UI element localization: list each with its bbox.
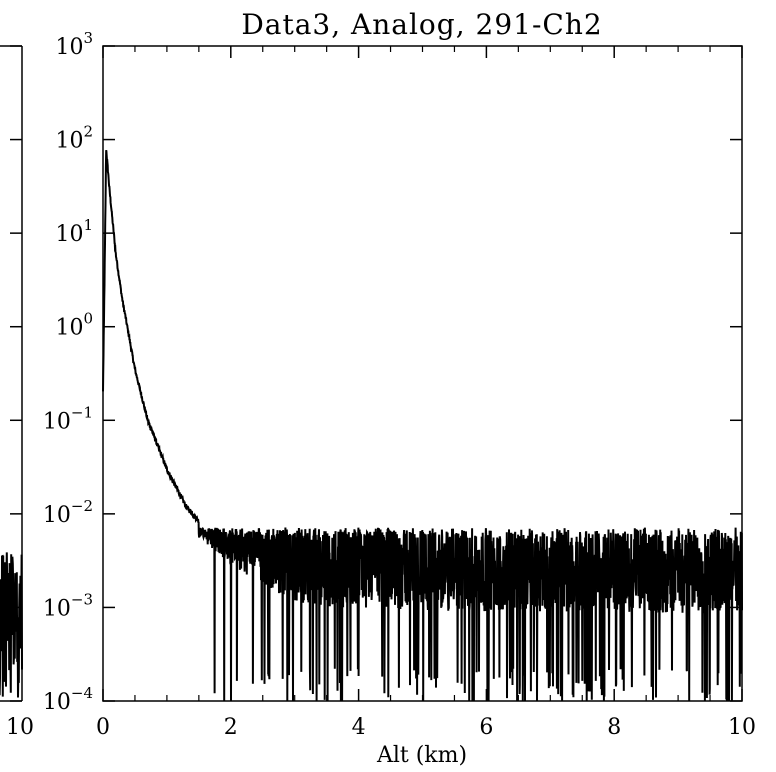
left-plot-signal-trace bbox=[0, 552, 23, 698]
y-tick-label: 101 bbox=[55, 216, 93, 247]
y-tick-label: 100 bbox=[55, 310, 93, 341]
x-tick-label: 0 bbox=[96, 715, 110, 740]
y-axis-ticks: 103 102 101 100 10−1 10−2 10−3 10−4 bbox=[43, 29, 742, 715]
y-tick-label: 10−3 bbox=[43, 590, 93, 621]
y-tick-label: 103 bbox=[55, 29, 93, 60]
x-axis-label: Alt (km) bbox=[376, 743, 467, 768]
x-tick-label: 2 bbox=[224, 715, 238, 740]
main-series-line bbox=[102, 150, 743, 702]
left-x-tick-label-10: 10 bbox=[6, 715, 34, 740]
main-plot-panel: Data3, Analog, 291-Ch2 0 2 4 6 8 10 103 102 101… bbox=[43, 8, 756, 768]
y-tick-label: 10−4 bbox=[43, 684, 93, 715]
x-tick-label: 10 bbox=[728, 715, 756, 740]
left-series-line bbox=[0, 552, 23, 698]
x-axis-ticks: 0 2 4 6 8 10 bbox=[96, 46, 756, 740]
main-signal-trace bbox=[102, 150, 743, 702]
y-tick-label: 10−1 bbox=[43, 403, 93, 434]
y-tick-label: 10−2 bbox=[43, 497, 93, 528]
x-tick-label: 4 bbox=[352, 715, 366, 740]
x-tick-label: 6 bbox=[479, 715, 493, 740]
left-plot-panel: 10 bbox=[0, 45, 34, 740]
chart-title: Data3, Analog, 291-Ch2 bbox=[241, 8, 602, 41]
y-tick-label: 102 bbox=[55, 123, 93, 154]
x-tick-label: 8 bbox=[607, 715, 621, 740]
